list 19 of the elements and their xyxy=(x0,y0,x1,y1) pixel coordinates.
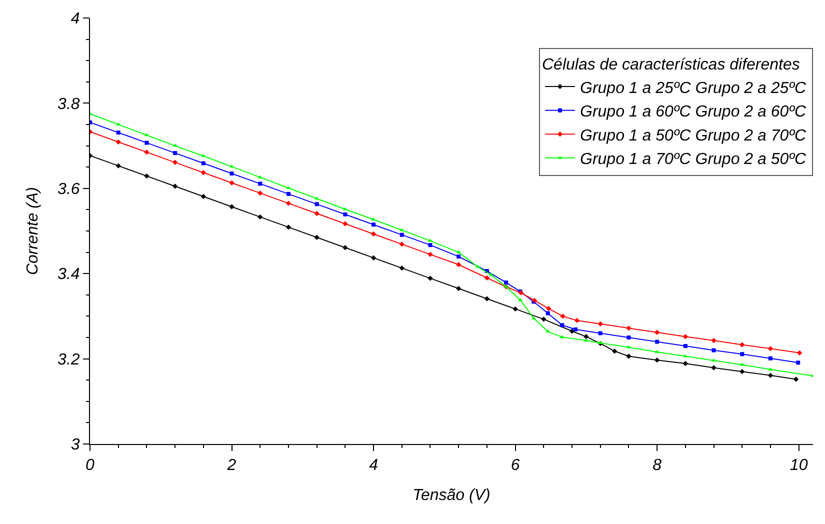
y-axis-title: Corrente (A) xyxy=(24,186,42,276)
legend-label: Grupo 1 a 50ºC Grupo 2 a 70ºC xyxy=(580,127,806,144)
legend-title: Células de características diferentes xyxy=(542,56,800,74)
y-tick-label: 3.2 xyxy=(58,351,80,368)
x-tick-label: 2 xyxy=(226,457,236,474)
y-tick-label: 3.6 xyxy=(58,181,80,198)
x-tick-label: 0 xyxy=(86,457,95,474)
y-tick-label: 3.8 xyxy=(58,96,80,113)
x-axis-title: Tensão (V) xyxy=(412,486,490,504)
y-tick-label: 3 xyxy=(70,436,80,454)
x-tick-label: 4 xyxy=(369,457,378,474)
y-tick-label: 3.4 xyxy=(58,266,80,284)
legend-label: Grupo 1 a 70ºC Grupo 2 a 50ºC xyxy=(580,151,806,168)
legend-label: Grupo 1 a 25ºC Grupo 2 a 25ºC xyxy=(580,80,806,97)
legend-label: Grupo 1 a 60ºC Grupo 2 a 60ºC xyxy=(580,104,806,121)
y-tick-label: 4 xyxy=(70,10,80,28)
x-tick-label: 10 xyxy=(790,457,808,474)
x-tick-label: 8 xyxy=(652,457,662,474)
x-tick-label: 6 xyxy=(510,457,520,474)
